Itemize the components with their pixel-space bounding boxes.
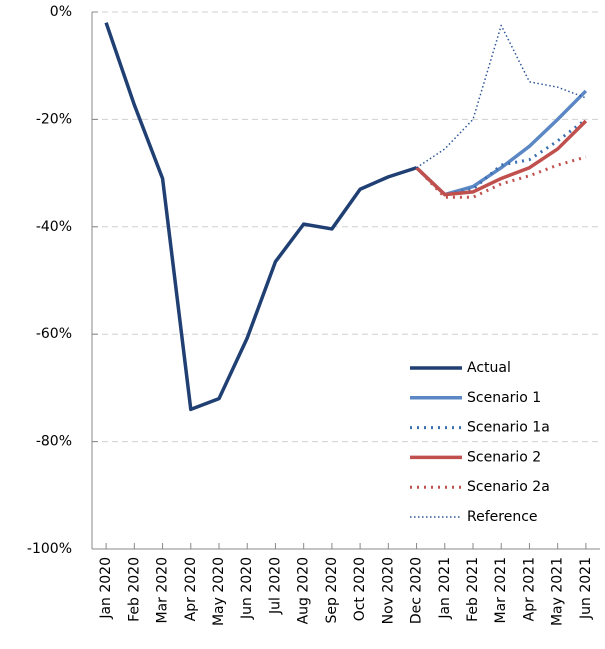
x-tick-label: Feb 2020	[126, 557, 142, 622]
legend-label: Scenario 2	[467, 449, 541, 465]
x-tick-label: Nov 2020	[380, 557, 396, 624]
x-tick-label: Feb 2021	[465, 557, 481, 622]
y-tick-label: -80%	[36, 434, 72, 450]
y-tick-label: -60%	[36, 326, 72, 342]
y-tick-label: -40%	[36, 219, 72, 235]
series-line	[415, 119, 588, 197]
x-tick-label: Dec 2020	[409, 557, 425, 624]
y-tick-label: -20%	[36, 111, 72, 127]
series-line	[416, 24, 587, 169]
x-tick-label: Sep 2020	[324, 557, 340, 623]
x-tick-label: Jan 2020	[98, 557, 114, 620]
legend-label: Scenario 2a	[467, 479, 550, 495]
series-line	[415, 118, 587, 197]
x-tick-label: Apr 2020	[183, 557, 199, 621]
x-tick-label: Jun 2021	[578, 557, 594, 620]
series-line	[104, 22, 418, 412]
y-tick-label: 0%	[50, 4, 72, 20]
legend-label: Reference	[467, 509, 538, 525]
x-tick-label: Mar 2021	[493, 557, 509, 624]
x-tick-label: May 2021	[550, 557, 566, 626]
x-tick-label: May 2020	[211, 557, 227, 626]
legend-label: Actual	[467, 360, 511, 376]
legend-label: Scenario 1a	[467, 420, 550, 436]
x-tick-label: Apr 2021	[521, 557, 537, 621]
x-tick-label: Aug 2020	[296, 557, 312, 624]
x-tick-label: Jan 2021	[437, 557, 453, 620]
x-tick-label: Jun 2020	[239, 557, 255, 620]
x-tick-label: Jul 2020	[267, 557, 283, 615]
y-tick-label: -100%	[27, 541, 72, 557]
x-tick-label: Mar 2020	[155, 557, 171, 624]
legend-label: Scenario 1	[467, 390, 541, 406]
x-tick-label: Oct 2020	[352, 557, 368, 621]
